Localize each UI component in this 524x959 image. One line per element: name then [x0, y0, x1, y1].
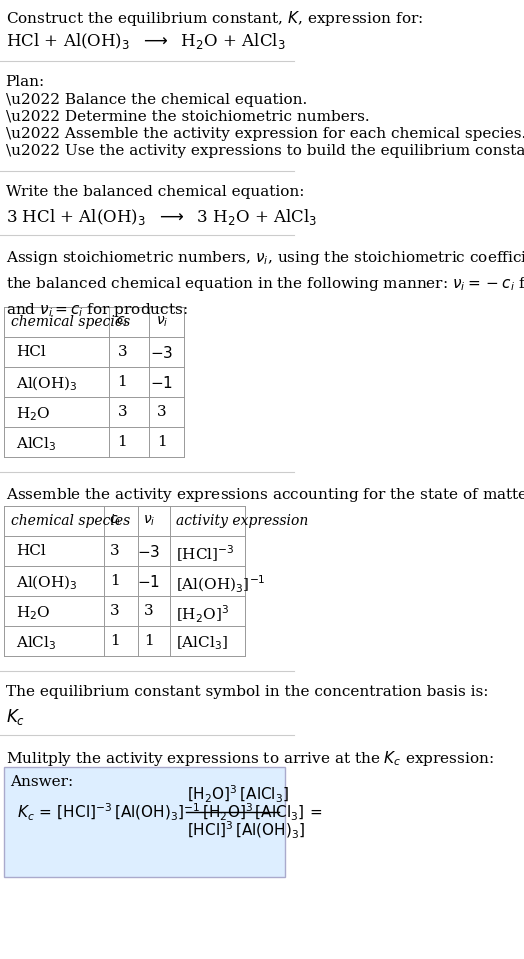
- Text: HCl: HCl: [16, 345, 46, 359]
- Text: $K_c$: $K_c$: [6, 707, 25, 727]
- Text: $-1$: $-1$: [137, 574, 160, 590]
- Text: 1: 1: [117, 375, 127, 389]
- Text: Mulitply the activity expressions to arrive at the $K_c$ expression:: Mulitply the activity expressions to arr…: [6, 749, 494, 768]
- Text: H$_2$O: H$_2$O: [16, 405, 51, 423]
- Text: activity expression: activity expression: [176, 514, 308, 528]
- Text: Assign stoichiometric numbers, $\nu_i$, using the stoichiometric coefficients, $: Assign stoichiometric numbers, $\nu_i$, …: [6, 249, 524, 318]
- Text: $-3$: $-3$: [137, 544, 160, 560]
- Text: $K_c\,=\,[\mathrm{HCl}]^{-3}\,[\mathrm{Al(OH)_3}]^{-1}\,[\mathrm{H_2O}]^3\,[\mat: $K_c\,=\,[\mathrm{HCl}]^{-3}\,[\mathrm{A…: [17, 802, 322, 823]
- Text: 1: 1: [117, 435, 127, 449]
- Text: AlCl$_3$: AlCl$_3$: [16, 435, 57, 453]
- Text: HCl: HCl: [16, 544, 46, 558]
- Text: $c_i$: $c_i$: [116, 315, 128, 329]
- Text: $\nu_i$: $\nu_i$: [143, 514, 155, 528]
- Text: 3 HCl + Al(OH)$_3$  $\longrightarrow$  3 H$_2$O + AlCl$_3$: 3 HCl + Al(OH)$_3$ $\longrightarrow$ 3 H…: [6, 207, 317, 227]
- Text: \u2022 Use the activity expressions to build the equilibrium constant expression: \u2022 Use the activity expressions to b…: [6, 144, 524, 158]
- Text: [Al(OH)$_3$]$^{-1}$: [Al(OH)$_3$]$^{-1}$: [176, 574, 266, 596]
- Text: $-3$: $-3$: [150, 345, 173, 361]
- Text: $\nu_i$: $\nu_i$: [156, 315, 168, 329]
- Text: Answer:: Answer:: [10, 775, 73, 789]
- Text: \u2022 Balance the chemical equation.: \u2022 Balance the chemical equation.: [6, 93, 307, 107]
- Text: 3: 3: [110, 604, 120, 618]
- Text: \u2022 Determine the stoichiometric numbers.: \u2022 Determine the stoichiometric numb…: [6, 110, 369, 124]
- Text: 3: 3: [117, 345, 127, 359]
- Text: $[\mathrm{HCl}]^3\,[\mathrm{Al(OH)_3}]$: $[\mathrm{HCl}]^3\,[\mathrm{Al(OH)_3}]$: [187, 819, 305, 840]
- Text: 3: 3: [110, 544, 120, 558]
- Text: chemical species: chemical species: [10, 514, 130, 528]
- Text: chemical species: chemical species: [10, 315, 130, 329]
- FancyBboxPatch shape: [5, 767, 285, 877]
- Text: [AlCl$_3$]: [AlCl$_3$]: [176, 634, 228, 652]
- Text: Write the balanced chemical equation:: Write the balanced chemical equation:: [6, 185, 304, 199]
- Text: H$_2$O: H$_2$O: [16, 604, 51, 621]
- Text: [H$_2$O]$^3$: [H$_2$O]$^3$: [176, 604, 229, 625]
- Text: 1: 1: [157, 435, 167, 449]
- Text: Al(OH)$_3$: Al(OH)$_3$: [16, 574, 78, 593]
- Text: $[\mathrm{H_2O}]^3\,[\mathrm{AlCl_3}]$: $[\mathrm{H_2O}]^3\,[\mathrm{AlCl_3}]$: [187, 784, 289, 805]
- Text: HCl + Al(OH)$_3$  $\longrightarrow$  H$_2$O + AlCl$_3$: HCl + Al(OH)$_3$ $\longrightarrow$ H$_2$…: [6, 31, 286, 51]
- Text: Assemble the activity expressions accounting for the state of matter and $\nu_i$: Assemble the activity expressions accoun…: [6, 486, 524, 504]
- Text: $-1$: $-1$: [150, 375, 173, 391]
- Text: Construct the equilibrium constant, $K$, expression for:: Construct the equilibrium constant, $K$,…: [6, 9, 423, 28]
- Text: 3: 3: [157, 405, 167, 419]
- Text: Al(OH)$_3$: Al(OH)$_3$: [16, 375, 78, 393]
- Text: $c_i$: $c_i$: [109, 514, 121, 528]
- Text: The equilibrium constant symbol in the concentration basis is:: The equilibrium constant symbol in the c…: [6, 685, 488, 699]
- Text: [HCl]$^{-3}$: [HCl]$^{-3}$: [176, 544, 234, 565]
- Text: 3: 3: [144, 604, 154, 618]
- Text: 3: 3: [117, 405, 127, 419]
- Text: 1: 1: [110, 634, 120, 648]
- Text: \u2022 Assemble the activity expression for each chemical species.: \u2022 Assemble the activity expression …: [6, 127, 524, 141]
- Text: 1: 1: [110, 574, 120, 588]
- Text: AlCl$_3$: AlCl$_3$: [16, 634, 57, 652]
- Text: Plan:: Plan:: [6, 75, 45, 89]
- Text: 1: 1: [144, 634, 154, 648]
